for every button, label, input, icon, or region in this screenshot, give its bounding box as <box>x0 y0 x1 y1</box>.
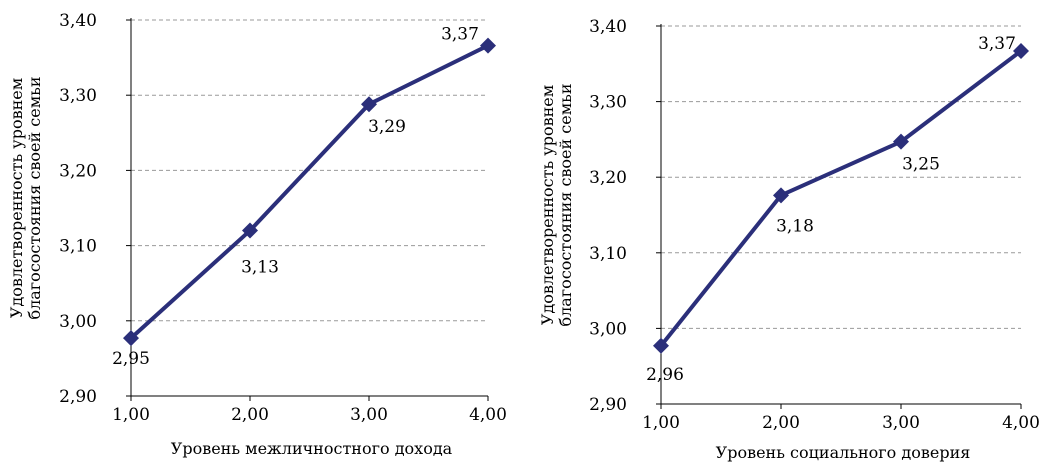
y-axis-title: благосостояния своей семьи <box>556 83 575 326</box>
data-point <box>653 337 669 354</box>
data-label: 3,37 <box>441 25 479 45</box>
y-tick-label: 3,40 <box>589 17 627 37</box>
x-axis-title: Уровень социального доверия <box>716 443 971 462</box>
y-tick-label: 3,40 <box>59 11 97 31</box>
data-point <box>123 330 139 347</box>
data-label: 2,96 <box>646 365 684 385</box>
data-point <box>480 37 496 54</box>
x-tick-label: 1,00 <box>642 413 680 433</box>
data-label: 3,37 <box>978 34 1016 54</box>
y-axis-title: благосостояния своей семьи <box>25 76 44 319</box>
y-tick-label: 3,10 <box>589 244 627 264</box>
chart-social-trust: 2,90 3,00 3,10 3,20 3,30 3,40 1,00 2,00 3,00 4,00… <box>538 17 1040 462</box>
x-axis-title: Уровень межличностного дохода <box>171 439 453 458</box>
data-point <box>1013 42 1029 59</box>
series-line <box>659 49 1023 348</box>
data-label: 3,25 <box>902 155 940 175</box>
x-tick-label: 3,00 <box>350 405 388 425</box>
x-tick-label: 2,00 <box>762 413 800 433</box>
x-tick-label: 4,00 <box>1002 413 1040 433</box>
data-point <box>361 96 377 113</box>
x-tick-label: 1,00 <box>112 405 150 425</box>
data-label: 3,13 <box>241 258 279 278</box>
x-tick-label: 3,00 <box>882 413 920 433</box>
data-point <box>773 187 789 204</box>
y-tick-label: 3,00 <box>59 312 97 332</box>
series-line <box>129 43 489 340</box>
data-label: 2,95 <box>112 349 150 369</box>
y-tick-label: 3,30 <box>59 86 97 106</box>
y-tick-label: 3,20 <box>59 161 97 181</box>
y-tick-label: 3,10 <box>59 237 97 257</box>
y-tick-label: 2,90 <box>589 395 627 415</box>
data-label: 3,18 <box>776 216 814 236</box>
y-tick-label: 3,20 <box>589 168 627 188</box>
x-tick-label: 4,00 <box>469 405 507 425</box>
data-point <box>893 133 909 150</box>
y-axis-title: Удовлетворенность уровнем <box>7 78 26 318</box>
y-tick-label: 3,30 <box>589 93 627 113</box>
x-tick-label: 2,00 <box>231 405 269 425</box>
data-label: 3,29 <box>368 117 406 137</box>
y-tick-label: 3,00 <box>589 319 627 339</box>
y-tick-label: 2,90 <box>59 387 97 407</box>
y-axis-title: Удовлетворенность уровнем <box>538 85 557 325</box>
chart-interpersonal-income: 2,90 3,00 3,10 3,20 3,30 3,40 1,00 2,00 3,00 4,00… <box>7 11 507 458</box>
data-point <box>242 222 258 239</box>
